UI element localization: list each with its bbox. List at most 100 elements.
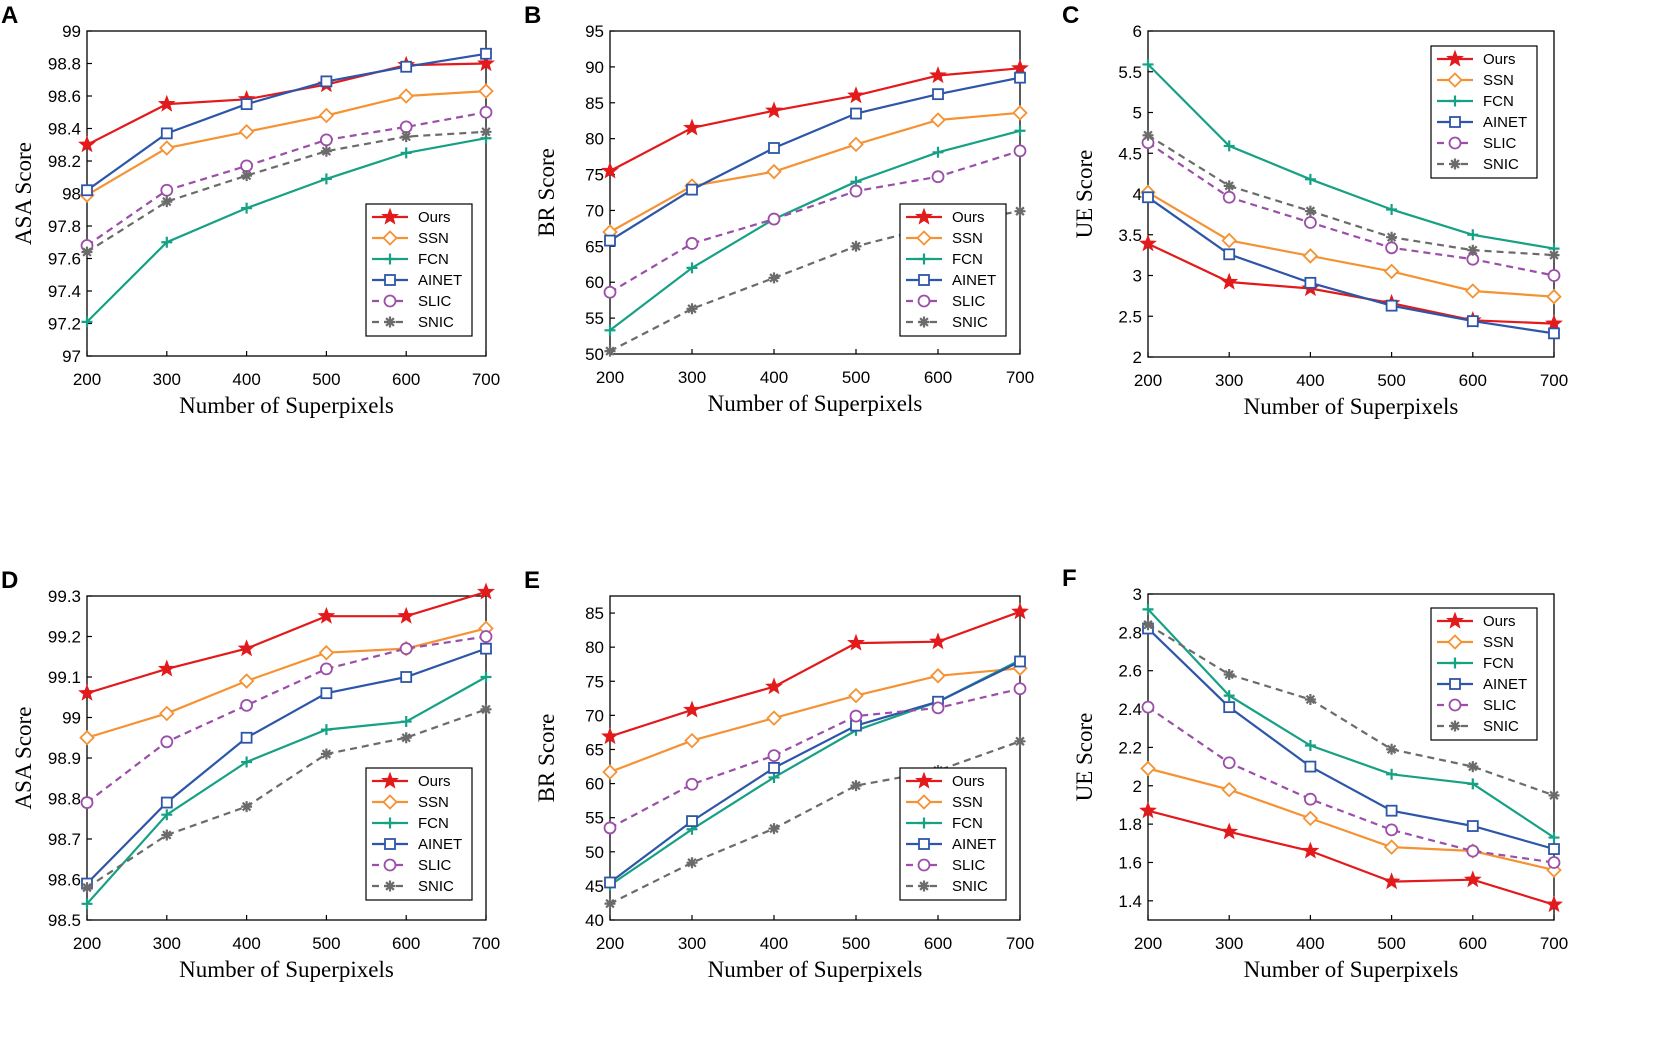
data-point (1385, 241, 1398, 255)
data-point (241, 801, 253, 813)
y-tick-label: 98.7 (48, 830, 81, 849)
legend-marker (382, 794, 398, 810)
data-point (850, 780, 862, 792)
legend-box (365, 203, 473, 337)
x-tick-label: 200 (596, 934, 624, 953)
series-ours (78, 582, 495, 701)
y-tick-label: 97.6 (48, 250, 81, 269)
series-line (1147, 134, 1555, 257)
legend: Ours SSN FCN AINET SLIC SNIC (1430, 607, 1538, 741)
series-ssn (79, 620, 494, 746)
data-point (604, 234, 616, 247)
data-point (931, 701, 945, 715)
data-point (1221, 232, 1237, 249)
y-tick-label: 50 (585, 843, 604, 862)
y-tick-label: 1.4 (1118, 892, 1142, 911)
data-point (684, 732, 700, 749)
y-tick-label: 3.5 (1118, 226, 1142, 245)
data-point (318, 107, 335, 124)
x-tick-label: 300 (153, 934, 181, 953)
y-tick-label: 5 (1133, 104, 1142, 123)
data-point (477, 54, 495, 72)
y-tick-label: 2.8 (1118, 623, 1142, 642)
data-point (1547, 269, 1561, 282)
legend-box (365, 767, 473, 901)
legend-label: Ours (418, 209, 451, 226)
y-tick-label: 4 (1133, 185, 1142, 204)
y-tick-label: 70 (585, 706, 604, 725)
data-point (398, 88, 414, 104)
series-line (609, 740, 1021, 905)
data-point (1220, 272, 1239, 290)
data-point (81, 882, 93, 894)
y-tick-label: 65 (585, 237, 604, 256)
data-point (400, 716, 412, 728)
data-point (765, 101, 783, 119)
series-ainet (81, 47, 492, 197)
legend: Ours SSN FCN AINET SLIC SNIC (365, 767, 473, 901)
y-tick-label: 2 (1133, 348, 1142, 367)
y-tick-label: 98.5 (48, 911, 81, 930)
series-slic (80, 630, 493, 809)
data-point (1142, 619, 1154, 631)
y-tick-label: 40 (585, 911, 604, 930)
data-point (686, 262, 698, 274)
data-point (768, 761, 780, 774)
legend-label: SSN (1483, 72, 1514, 89)
series-ssn (602, 660, 1028, 780)
series-line (86, 635, 487, 804)
data-point (318, 644, 335, 661)
data-point (932, 146, 944, 158)
y-tick-label: 60 (585, 273, 604, 292)
data-point (78, 683, 96, 701)
panel-e: E 40 45 50 55 60 65 70 75 80 85 200 300 400 500 600 700 N… (524, 567, 1034, 982)
x-tick-label: 300 (1215, 934, 1243, 953)
x-tick-label: 600 (924, 934, 952, 953)
data-point (850, 107, 862, 120)
legend-marker (384, 817, 396, 829)
data-point (479, 105, 493, 119)
x-tick-label: 200 (596, 368, 624, 387)
panel-letter: C (1062, 2, 1079, 29)
x-tick-label: 400 (1296, 934, 1324, 953)
data-point (1304, 739, 1316, 751)
legend-label: Ours (952, 209, 985, 226)
legend-marker (918, 274, 930, 286)
series-line (609, 76, 1021, 242)
x-tick-label: 700 (1006, 934, 1034, 953)
data-point (1463, 870, 1482, 888)
y-tick-label: 1.6 (1118, 853, 1142, 872)
data-point (241, 170, 253, 182)
data-point (601, 161, 619, 179)
y-tick-label: 50 (585, 345, 604, 364)
series-line (1147, 141, 1555, 277)
series-snic (81, 703, 492, 894)
data-point (400, 147, 412, 159)
data-point (159, 705, 175, 722)
data-point (160, 127, 173, 140)
x-tick-label: 500 (842, 368, 870, 387)
legend-marker (1449, 657, 1461, 669)
data-point (1548, 789, 1560, 801)
data-point (768, 272, 780, 284)
data-point (477, 582, 495, 600)
series-slic (603, 144, 1027, 299)
series-line (1147, 242, 1555, 325)
x-tick-label: 500 (842, 934, 870, 953)
data-point (1142, 58, 1154, 70)
legend-marker (917, 294, 931, 308)
legend-box (1430, 45, 1538, 179)
legend-label: FCN (1483, 93, 1514, 110)
data-point (240, 159, 254, 173)
legend-label: AINET (418, 272, 462, 289)
data-point (767, 212, 781, 226)
data-point (848, 136, 864, 153)
legend-marker (916, 230, 932, 246)
data-point (320, 748, 332, 760)
data-point (1014, 735, 1026, 747)
data-point (1222, 190, 1236, 204)
series-snic (1142, 129, 1560, 261)
series-line (1147, 608, 1555, 839)
x-tick-label: 600 (1459, 934, 1487, 953)
data-point (479, 630, 493, 643)
